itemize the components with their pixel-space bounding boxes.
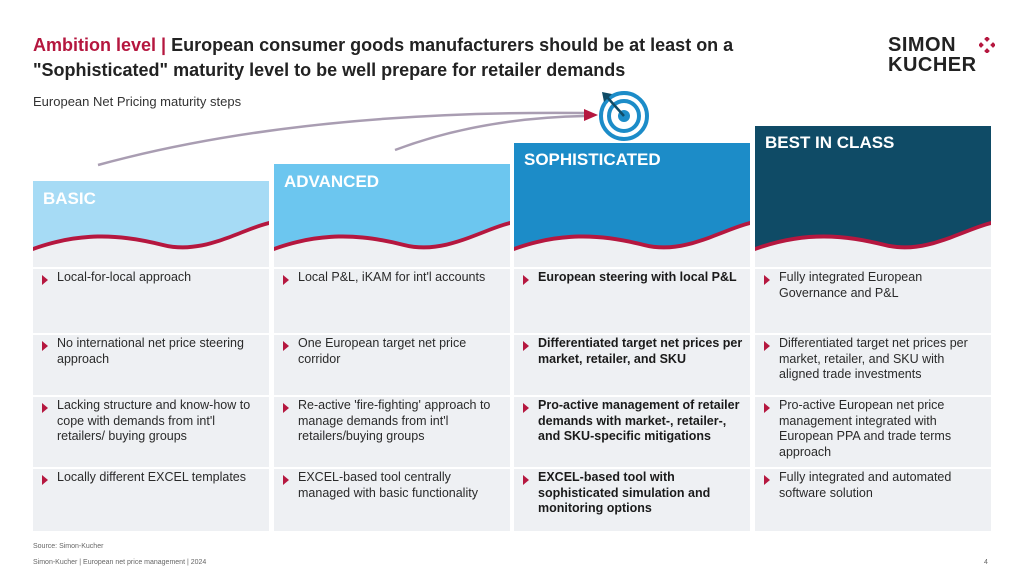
list-item: One European target net price corridor <box>274 333 510 395</box>
column-advanced: ADVANCED Local P&L, iKAM for int'l accou… <box>274 164 510 531</box>
bullet-icon <box>42 275 48 285</box>
list-item: Differentiated target net prices per mar… <box>755 333 991 395</box>
page-title: Ambition level | European consumer goods… <box>33 33 813 83</box>
column-sophisticated: SOPHISTICATED European steering with loc… <box>514 143 750 531</box>
bullet-icon <box>283 475 289 485</box>
list-item: Lacking structure and know-how to cope w… <box>33 395 269 467</box>
item-text: No international net price steering appr… <box>57 336 244 366</box>
column-label-basic: BASIC <box>43 189 96 208</box>
footer-copyright: Simon-Kucher | European net price manage… <box>33 559 207 566</box>
list-item: EXCEL-based tool centrally managed with … <box>274 467 510 531</box>
page-number: 4 <box>984 559 988 566</box>
column-label-sophisticated: SOPHISTICATED <box>524 150 661 169</box>
bullet-icon <box>283 275 289 285</box>
logo-line1: SIMON <box>888 34 957 56</box>
column-basic: BASIC Local-for-local approach No intern… <box>33 181 269 531</box>
bullet-icon <box>764 403 770 413</box>
logo-diamond-icon <box>979 37 995 53</box>
column-best-in-class: BEST IN CLASS Fully integrated European … <box>755 126 991 531</box>
item-text: Pro-active management of retailer demand… <box>538 398 740 443</box>
list-item: Re-active 'fire-fighting' approach to ma… <box>274 395 510 467</box>
simon-kucher-logo: SIMON KUCHER <box>888 34 995 76</box>
item-text: One European target net price corridor <box>298 336 467 366</box>
bullet-icon <box>764 475 770 485</box>
item-text: Pro-active European net price management… <box>779 398 952 459</box>
item-text: European steering with local P&L <box>538 270 737 284</box>
item-text: Differentiated target net prices per mar… <box>779 336 968 381</box>
list-item: Pro-active management of retailer demand… <box>514 395 750 467</box>
bullet-icon <box>523 275 529 285</box>
item-text: EXCEL-based tool centrally managed with … <box>298 470 478 500</box>
list-item: EXCEL-based tool with sophisticated simu… <box>514 467 750 531</box>
item-text: Locally different EXCEL templates <box>57 470 246 484</box>
bullet-icon <box>523 403 529 413</box>
list-item: No international net price steering appr… <box>33 333 269 395</box>
column-label-best-in-class: BEST IN CLASS <box>765 133 895 152</box>
item-text: EXCEL-based tool with sophisticated simu… <box>538 470 711 515</box>
item-text: Fully integrated European Governance and… <box>779 270 923 300</box>
list-item: Local P&L, iKAM for int'l accounts <box>274 267 510 333</box>
list-item: Fully integrated European Governance and… <box>755 267 991 333</box>
bullet-icon <box>523 475 529 485</box>
list-item: Locally different EXCEL templates <box>33 467 269 531</box>
item-text: Fully integrated and automated software … <box>779 470 952 500</box>
list-item: Fully integrated and automated software … <box>755 467 991 531</box>
progress-arrows <box>97 109 598 167</box>
item-text: Local-for-local approach <box>57 270 192 284</box>
title-prefix: Ambition level | <box>33 35 167 55</box>
title-main: European consumer goods manufacturers sh… <box>33 35 734 80</box>
item-text: Re-active 'fire-fighting' approach to ma… <box>298 398 491 443</box>
target-icon <box>599 91 649 141</box>
source-note: Source: Simon-Kucher <box>33 543 104 550</box>
item-text: Differentiated target net prices per mar… <box>538 336 743 366</box>
bullet-icon <box>523 341 529 351</box>
list-item: Differentiated target net prices per mar… <box>514 333 750 395</box>
subtitle: European Net Pricing maturity steps <box>33 94 242 109</box>
bullet-icon <box>283 403 289 413</box>
list-item: Pro-active European net price management… <box>755 395 991 467</box>
item-text: Local P&L, iKAM for int'l accounts <box>298 270 486 284</box>
bullet-icon <box>42 403 48 413</box>
bullet-icon <box>42 341 48 351</box>
logo-line2: KUCHER <box>888 54 977 76</box>
bullet-icon <box>764 275 770 285</box>
bullet-icon <box>764 341 770 351</box>
bullet-icon <box>283 341 289 351</box>
item-text: Lacking structure and know-how to cope w… <box>57 398 251 443</box>
list-item: European steering with local P&L <box>514 267 750 333</box>
column-label-advanced: ADVANCED <box>284 172 380 191</box>
bullet-icon <box>42 475 48 485</box>
list-item: Local-for-local approach <box>33 267 269 333</box>
